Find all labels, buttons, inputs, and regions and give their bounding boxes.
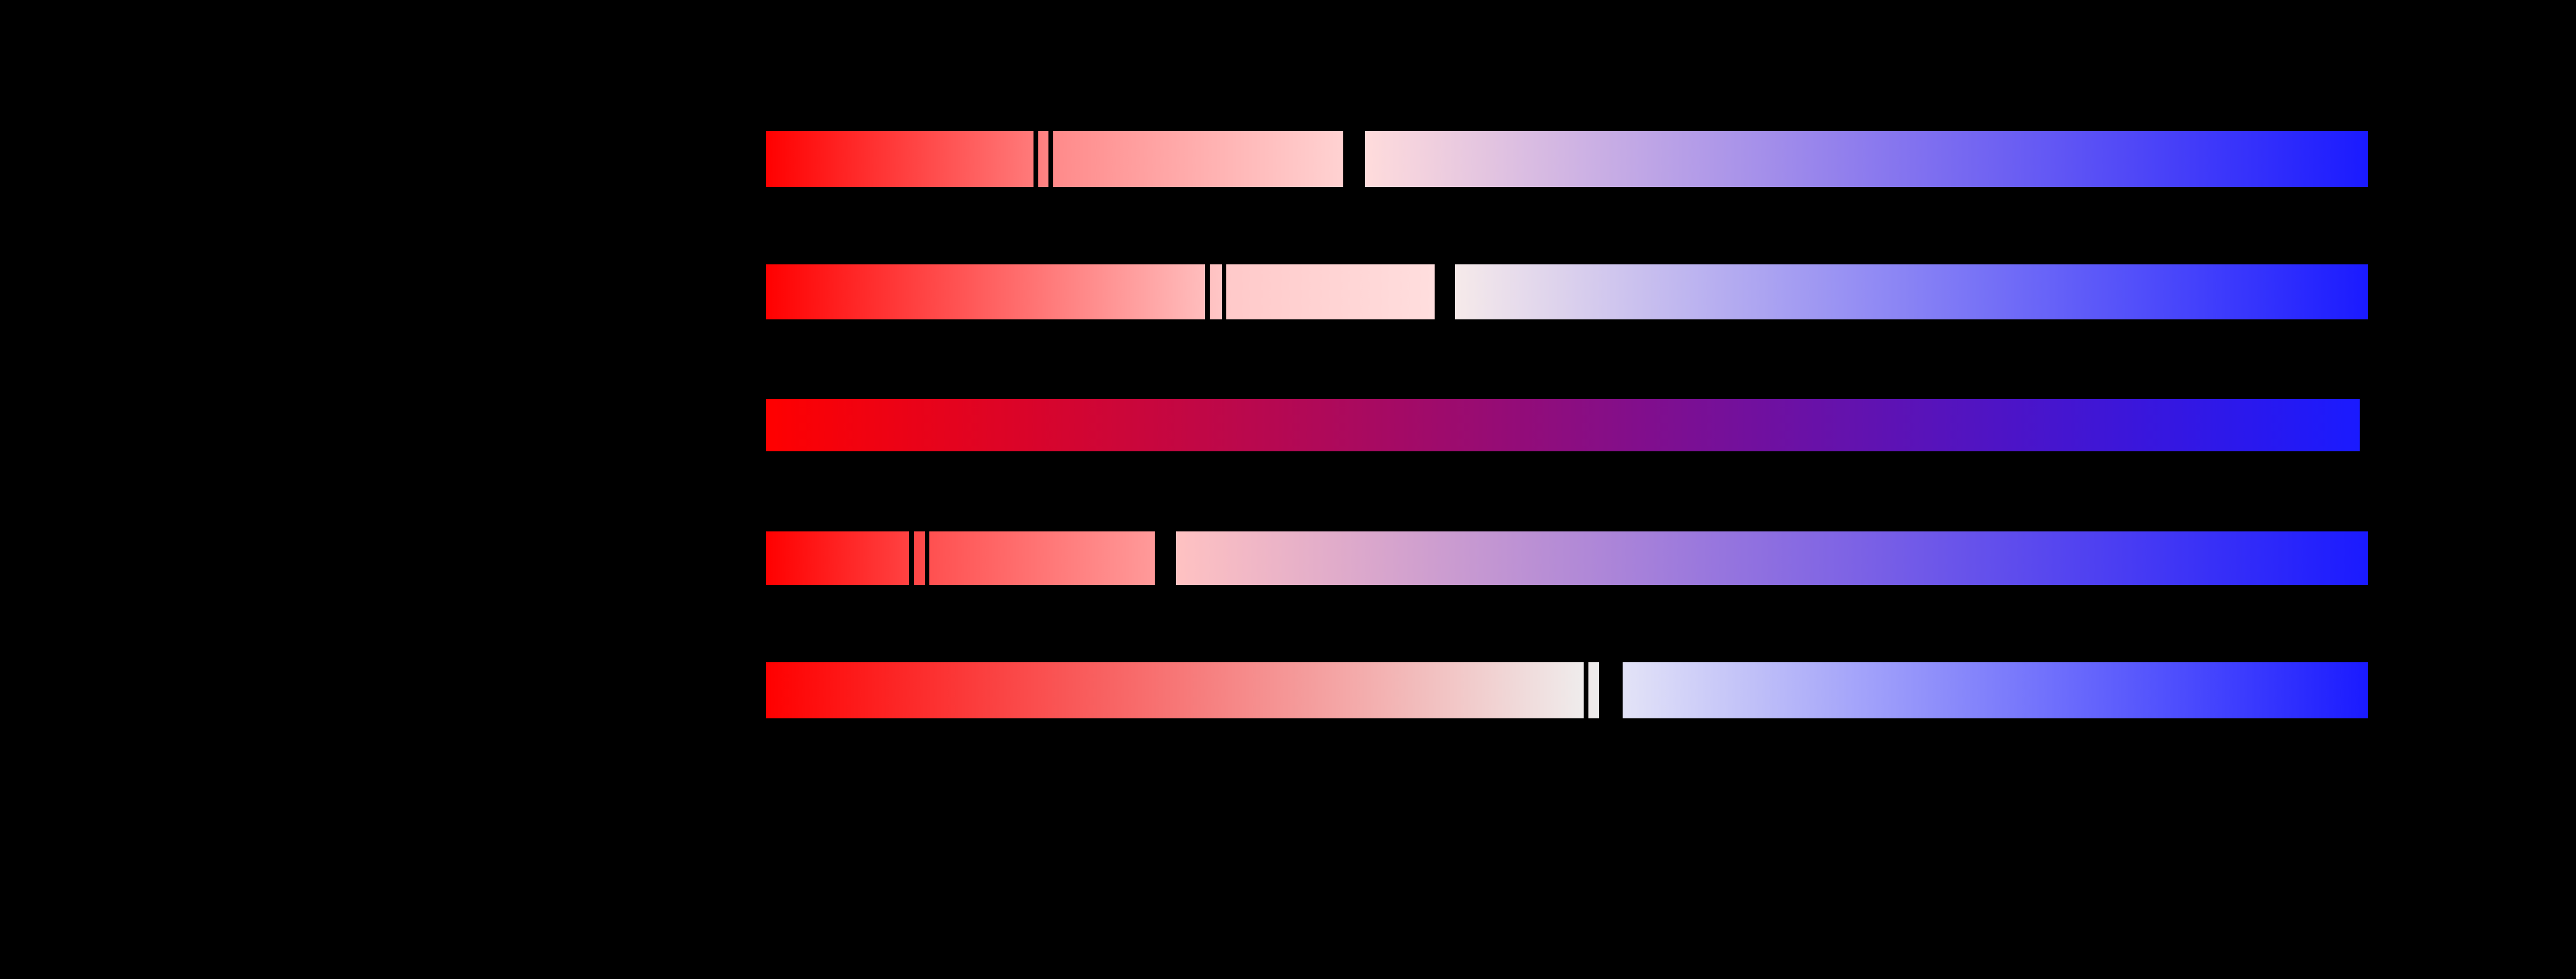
colorbar-segment xyxy=(1455,264,2368,319)
colorbar-row xyxy=(766,264,2368,319)
colorbar-segment xyxy=(1053,131,1343,187)
colorbar-segment xyxy=(766,264,1205,319)
colorbar-segment xyxy=(1365,131,2368,187)
colorbar-segment xyxy=(766,131,1033,187)
colorbar-segment xyxy=(766,531,909,585)
colorbar-segment xyxy=(1038,131,1048,187)
colorbar-segment xyxy=(1226,264,1435,319)
colorbar-row xyxy=(766,131,2368,187)
colorbar-segment xyxy=(1210,264,1222,319)
colorbar-segment xyxy=(929,531,1155,585)
colorbar-row xyxy=(766,399,2360,451)
colorbar-segment xyxy=(1588,662,1599,718)
colorbar-segment xyxy=(766,662,1584,718)
colorbar-segment xyxy=(914,531,925,585)
colorbar-row xyxy=(766,531,2368,585)
colorbar-segment xyxy=(1176,531,2368,585)
colorbar-segment xyxy=(766,399,2360,451)
colorbar-segment xyxy=(1623,662,2368,718)
colorbar-row xyxy=(766,662,2368,718)
